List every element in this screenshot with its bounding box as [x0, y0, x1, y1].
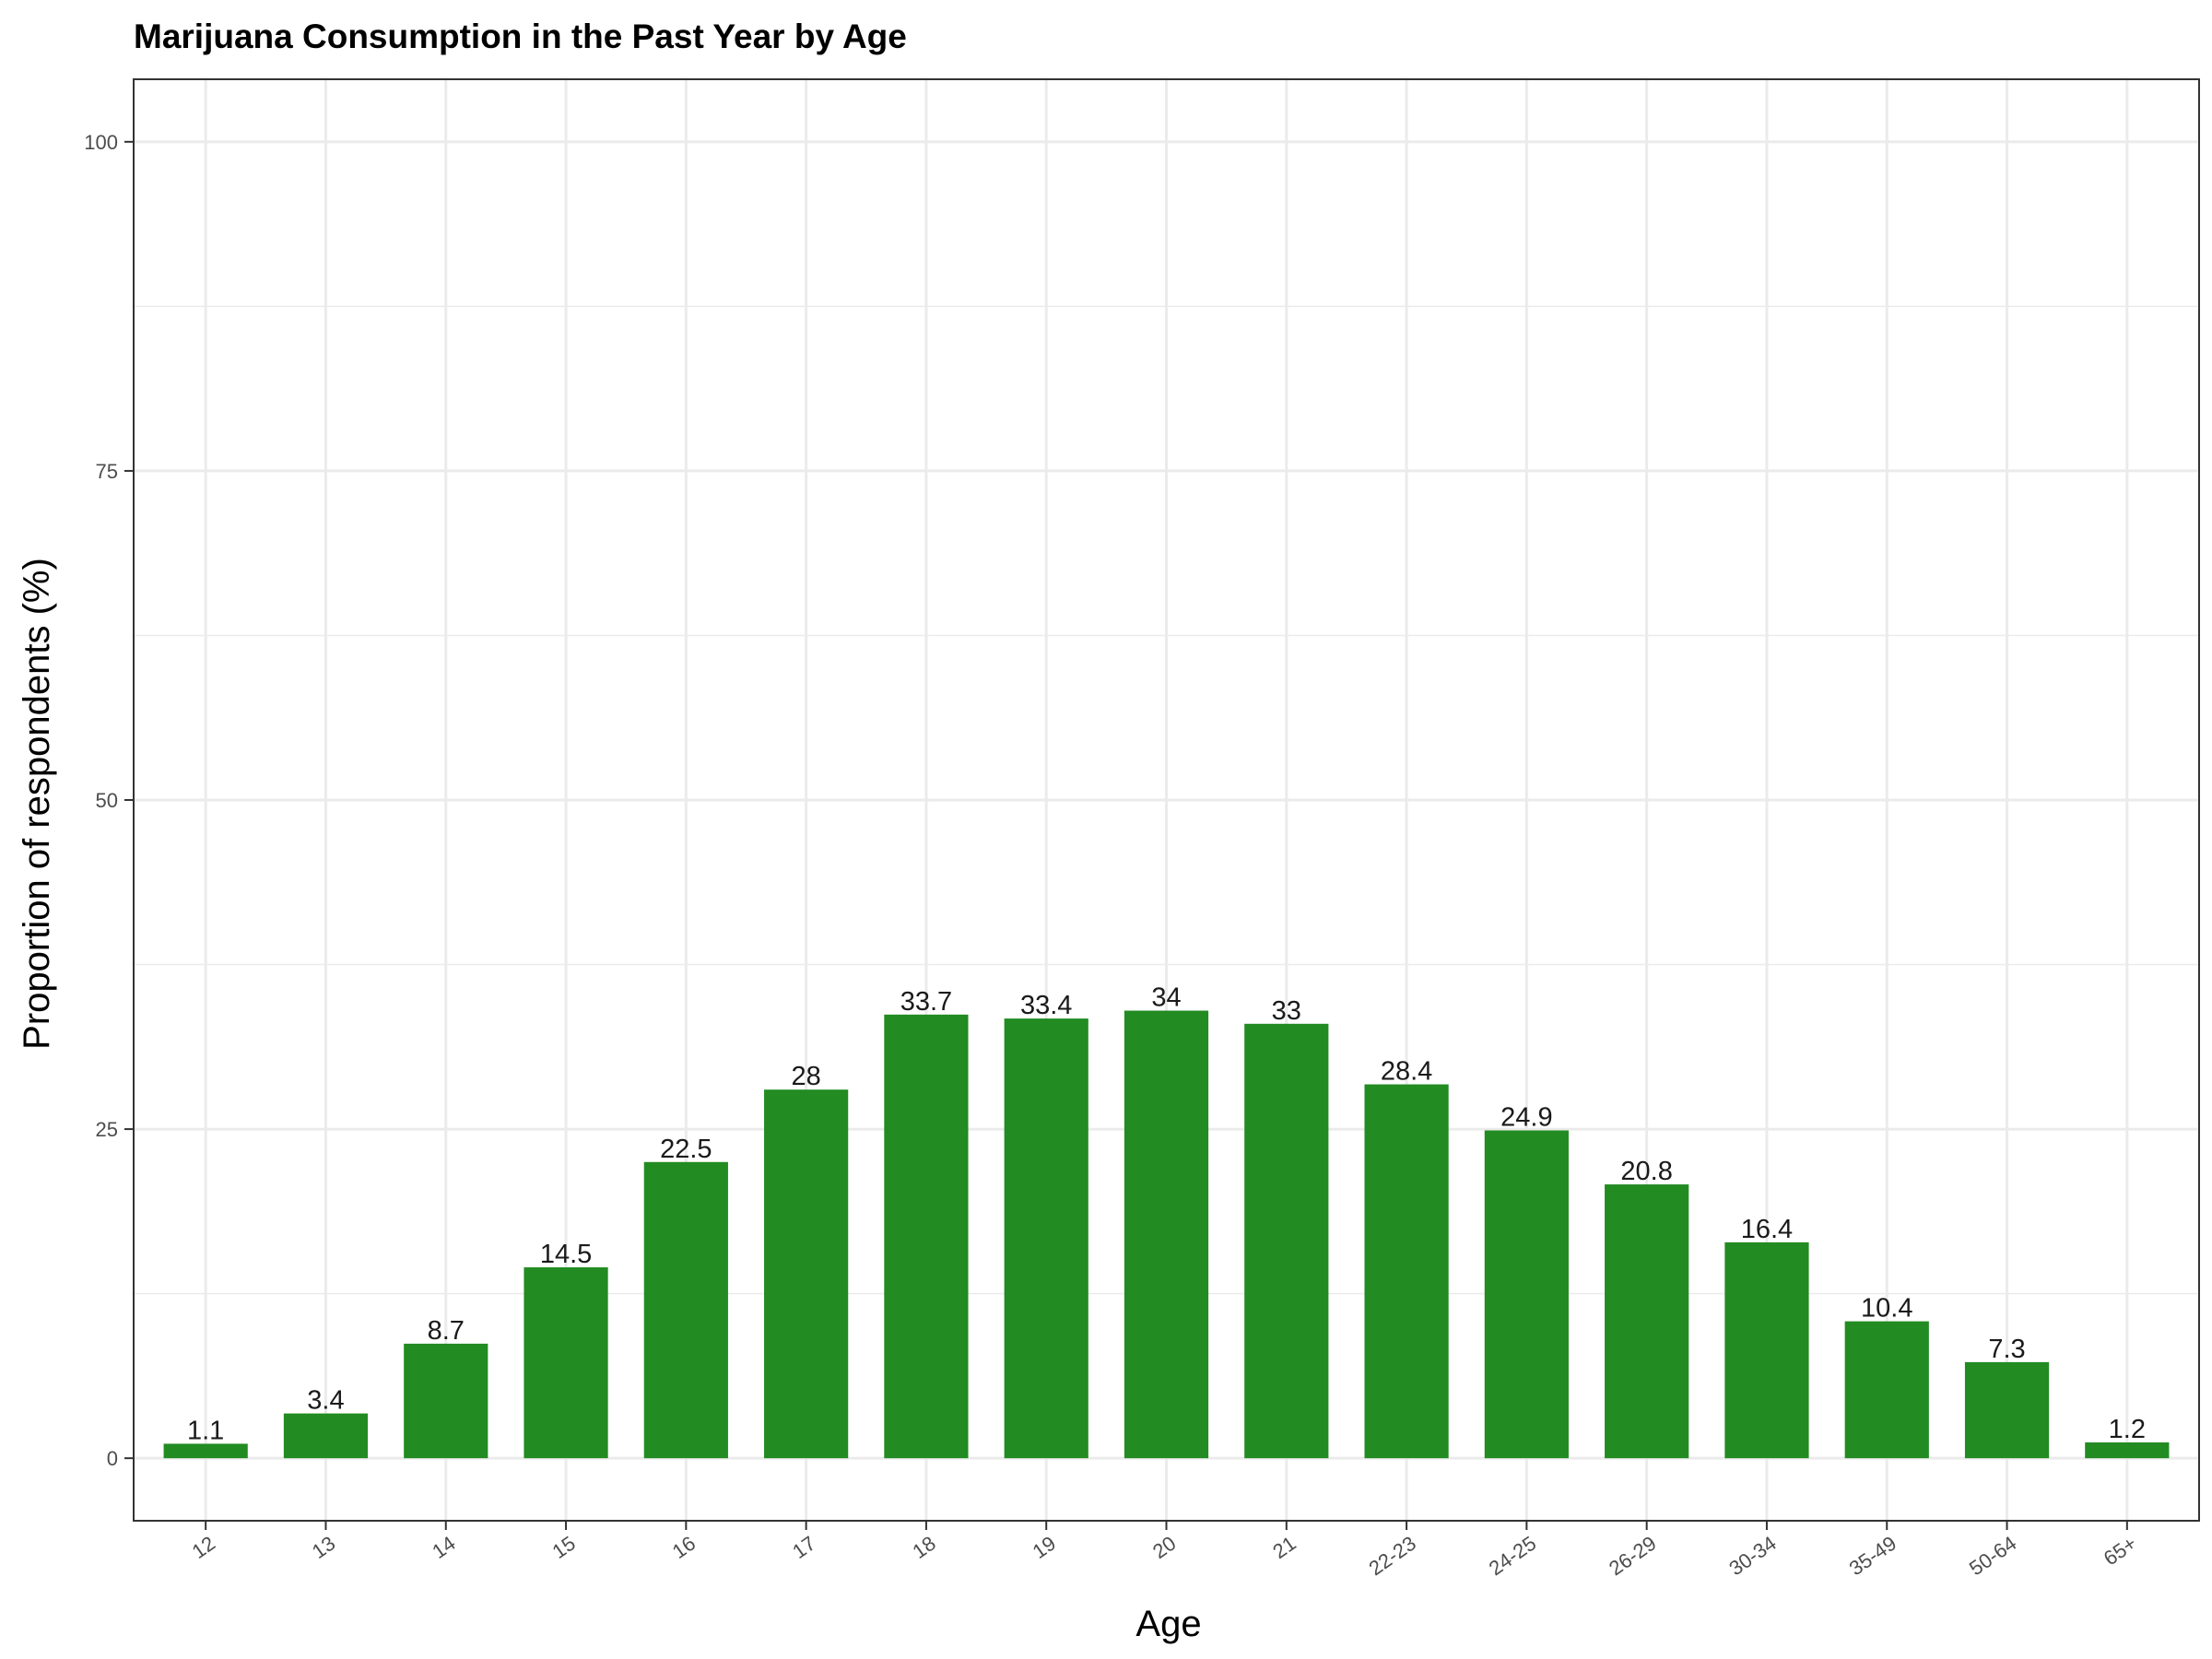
y-tick-label: 25	[96, 1118, 118, 1141]
data-label: 24.9	[1500, 1103, 1552, 1133]
data-label: 10.4	[1861, 1294, 1912, 1324]
data-label: 33	[1272, 996, 1301, 1026]
bar	[524, 1267, 607, 1458]
bar	[1724, 1242, 1808, 1458]
y-axis-title: Proportion of respondents (%)	[17, 558, 57, 1050]
data-label: 1.1	[187, 1416, 224, 1445]
bar	[1845, 1322, 1929, 1459]
bar	[1364, 1085, 1448, 1459]
bar	[1965, 1362, 2049, 1458]
data-label: 28	[791, 1062, 820, 1091]
data-label: 33.4	[1020, 991, 1072, 1020]
bar	[884, 1015, 968, 1458]
data-label: 20.8	[1620, 1157, 1672, 1186]
data-label: 22.5	[660, 1135, 712, 1164]
bar	[764, 1089, 848, 1458]
data-label: 28.4	[1381, 1057, 1432, 1087]
y-tick-label: 100	[84, 131, 118, 154]
y-tick-label: 0	[107, 1447, 118, 1470]
data-label: 1.2	[2109, 1415, 2146, 1444]
y-tick-label: 50	[96, 789, 118, 812]
bar	[404, 1344, 488, 1458]
bar	[1605, 1184, 1688, 1458]
bar	[2085, 1442, 2169, 1458]
bar	[164, 1443, 248, 1458]
bar	[1244, 1024, 1328, 1458]
data-label: 33.7	[900, 987, 952, 1017]
chart-title: Marijuana Consumption in the Past Year b…	[134, 18, 907, 55]
bar	[1485, 1131, 1569, 1459]
data-label: 14.5	[540, 1240, 592, 1269]
bar	[644, 1162, 728, 1458]
y-tick-label: 75	[96, 460, 118, 483]
bar	[1124, 1011, 1208, 1459]
data-label: 34	[1151, 983, 1181, 1013]
bar	[1005, 1018, 1088, 1458]
x-axis-title: Age	[1135, 1604, 1201, 1644]
data-label: 3.4	[307, 1386, 344, 1416]
data-label: 8.7	[428, 1316, 465, 1346]
data-label: 7.3	[1988, 1335, 2025, 1364]
bar	[284, 1414, 368, 1459]
data-label: 16.4	[1741, 1215, 1793, 1244]
